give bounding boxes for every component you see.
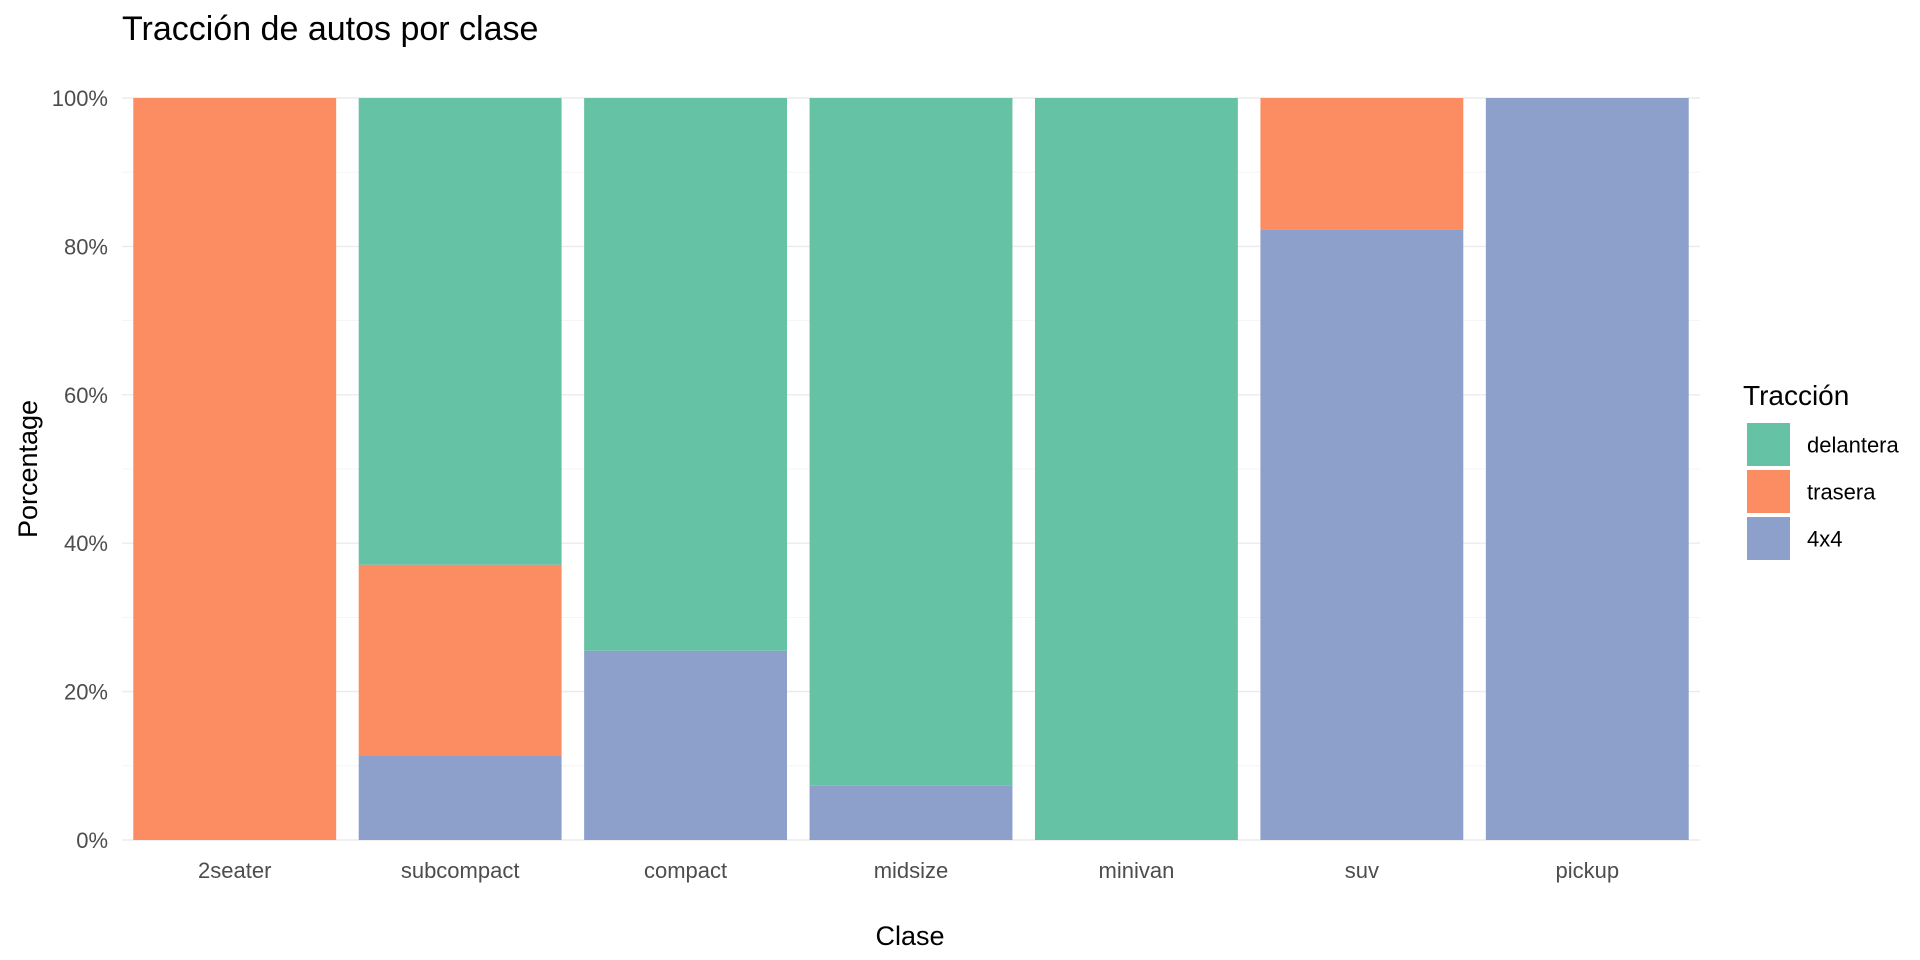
- y-tick-label: 60%: [64, 383, 108, 408]
- legend-label-4x4: 4x4: [1807, 527, 1842, 552]
- legend-key-trasera: [1747, 470, 1790, 513]
- x-tick-label: minivan: [1099, 858, 1175, 883]
- x-axis-ticks: 2seater subcompact compact midsize minivan su…: [198, 858, 1619, 883]
- bar-minivan-delantera: [1034, 98, 1238, 840]
- legend-label-trasera: trasera: [1807, 480, 1876, 505]
- bar-suv-trasera: [1260, 98, 1464, 230]
- y-axis-ticks: 0% 20% 40% 60% 80% 100%: [52, 86, 108, 853]
- bar-compact-delantera: [584, 98, 788, 651]
- x-tick-label: compact: [644, 858, 727, 883]
- bar-midsize-delantera: [809, 98, 1013, 786]
- bar-suv-4x4: [1260, 229, 1464, 841]
- bar-pickup-4x4: [1485, 98, 1689, 840]
- x-tick-label: 2seater: [198, 858, 271, 883]
- x-tick-label: midsize: [874, 858, 949, 883]
- bar-subcompact-delantera: [358, 98, 562, 565]
- bar-subcompact-4x4: [358, 755, 562, 840]
- bar-compact-4x4: [584, 650, 788, 840]
- x-tick-label: subcompact: [401, 858, 520, 883]
- bar-midsize-4x4: [809, 785, 1013, 840]
- y-tick-label: 40%: [64, 531, 108, 556]
- legend-key-delantera: [1747, 423, 1790, 466]
- bar-2seater-trasera: [133, 98, 337, 840]
- chart-title: Tracción de autos por clase: [122, 10, 538, 48]
- legend-title: Tracción: [1743, 380, 1849, 411]
- x-tick-label: pickup: [1555, 858, 1619, 883]
- legend: Tracción delantera trasera 4x4: [1743, 380, 1900, 560]
- legend-label-delantera: delantera: [1807, 433, 1900, 458]
- bar-subcompact-trasera: [358, 564, 562, 756]
- x-tick-label: suv: [1345, 858, 1379, 883]
- y-tick-label: 20%: [64, 680, 108, 705]
- y-tick-label: 80%: [64, 234, 108, 259]
- y-axis-title: Porcentage: [13, 400, 43, 538]
- legend-key-4x4: [1747, 517, 1790, 560]
- x-axis-title: Clase: [875, 921, 944, 951]
- y-tick-label: 100%: [52, 86, 108, 111]
- y-tick-label: 0%: [76, 828, 108, 853]
- bars: [133, 98, 1689, 841]
